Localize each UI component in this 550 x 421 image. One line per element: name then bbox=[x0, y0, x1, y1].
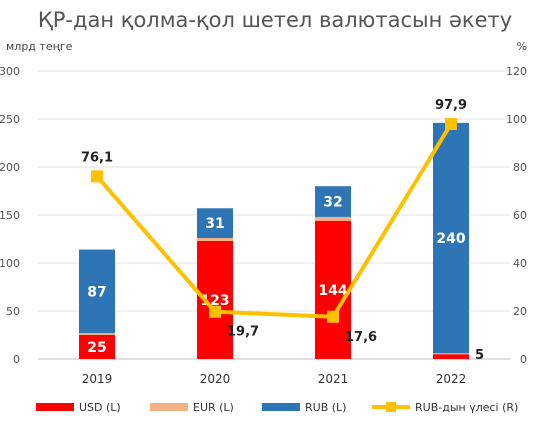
bar-eur-2020 bbox=[197, 238, 233, 241]
right-tick-label: 40 bbox=[513, 257, 527, 270]
bar-usd-2021 bbox=[315, 220, 351, 359]
share-line bbox=[95, 122, 453, 319]
right-axis-ticks: 0 20 40 60 80 100 120 bbox=[506, 65, 527, 366]
x-tick-label: 2021 bbox=[318, 372, 349, 386]
gridlines bbox=[38, 70, 510, 360]
x-tick-label: 2022 bbox=[436, 372, 467, 386]
legend-label: RUB (L) bbox=[305, 401, 346, 414]
right-tick-label: 20 bbox=[513, 305, 527, 318]
legend-swatch bbox=[36, 403, 74, 411]
bar-value-label: 240 bbox=[436, 231, 465, 247]
share-value-label: 19,7 bbox=[227, 325, 259, 340]
x-tick-label: 2019 bbox=[82, 372, 113, 386]
bar-value-label: 25 bbox=[87, 340, 106, 356]
share-marker-2021 bbox=[327, 310, 339, 323]
right-tick-label: 80 bbox=[513, 161, 527, 174]
left-tick-label: 150 bbox=[0, 209, 20, 222]
left-tick-label: 200 bbox=[0, 161, 20, 174]
left-tick-label: 0 bbox=[13, 353, 20, 366]
bar-usd-2019 bbox=[79, 335, 115, 359]
left-axis-unit: млрд теңге bbox=[6, 40, 73, 53]
legend-label: EUR (L) bbox=[193, 401, 234, 414]
legend-marker-swatch bbox=[386, 402, 396, 412]
bar-rub-2022 bbox=[433, 122, 469, 354]
bar-eur-2021 bbox=[315, 216, 351, 221]
share-marker-2020 bbox=[209, 305, 221, 318]
right-tick-label: 0 bbox=[520, 353, 527, 366]
x-axis-ticks: 2019 2020 2021 2022 bbox=[82, 372, 467, 386]
bar-value-label: 32 bbox=[323, 195, 342, 211]
bar-eur-2022 bbox=[433, 353, 469, 355]
left-tick-label: 300 bbox=[0, 65, 20, 78]
left-tick-label: 100 bbox=[0, 257, 20, 270]
share-value-label: 97,9 bbox=[435, 98, 467, 113]
bar-value-label: 5 bbox=[475, 348, 484, 363]
right-tick-label: 60 bbox=[513, 209, 527, 222]
x-tick-label: 2020 bbox=[200, 372, 231, 386]
left-tick-label: 250 bbox=[0, 113, 20, 126]
share-marker-2022 bbox=[445, 118, 457, 131]
bar-value-label: 31 bbox=[205, 216, 224, 232]
chart-title: ҚР-дан қолма-қол шетел валютасын әкету bbox=[38, 8, 512, 32]
bar-series bbox=[79, 122, 469, 359]
legend: USD (L) EUR (L) RUB (L) RUB-дын үлесі (R) bbox=[36, 401, 518, 414]
legend-swatch bbox=[150, 403, 188, 411]
bar-eur-2019 bbox=[79, 333, 115, 335]
bar-value-label: 87 bbox=[87, 284, 106, 300]
bar-rub-2020 bbox=[197, 208, 233, 239]
legend-label: USD (L) bbox=[79, 401, 121, 414]
share-line-series: 76,1 19,7 17,6 97,9 bbox=[81, 98, 467, 345]
right-tick-label: 100 bbox=[506, 113, 527, 126]
bar-value-label: 144 bbox=[318, 283, 347, 299]
left-tick-label: 50 bbox=[6, 305, 20, 318]
right-axis-unit: % bbox=[517, 40, 527, 53]
share-value-label: 76,1 bbox=[81, 150, 113, 165]
bar-usd-2022 bbox=[433, 354, 469, 359]
right-tick-label: 120 bbox=[506, 65, 527, 78]
share-value-label: 17,6 bbox=[345, 330, 377, 345]
bar-rub-2021 bbox=[315, 186, 351, 217]
left-axis-ticks: 0 50 100 150 200 250 300 bbox=[0, 65, 20, 366]
bar-rub-2019 bbox=[79, 249, 115, 334]
share-marker-2019 bbox=[91, 170, 103, 183]
legend-label: RUB-дын үлесі (R) bbox=[415, 401, 518, 414]
legend-swatch bbox=[262, 403, 300, 411]
